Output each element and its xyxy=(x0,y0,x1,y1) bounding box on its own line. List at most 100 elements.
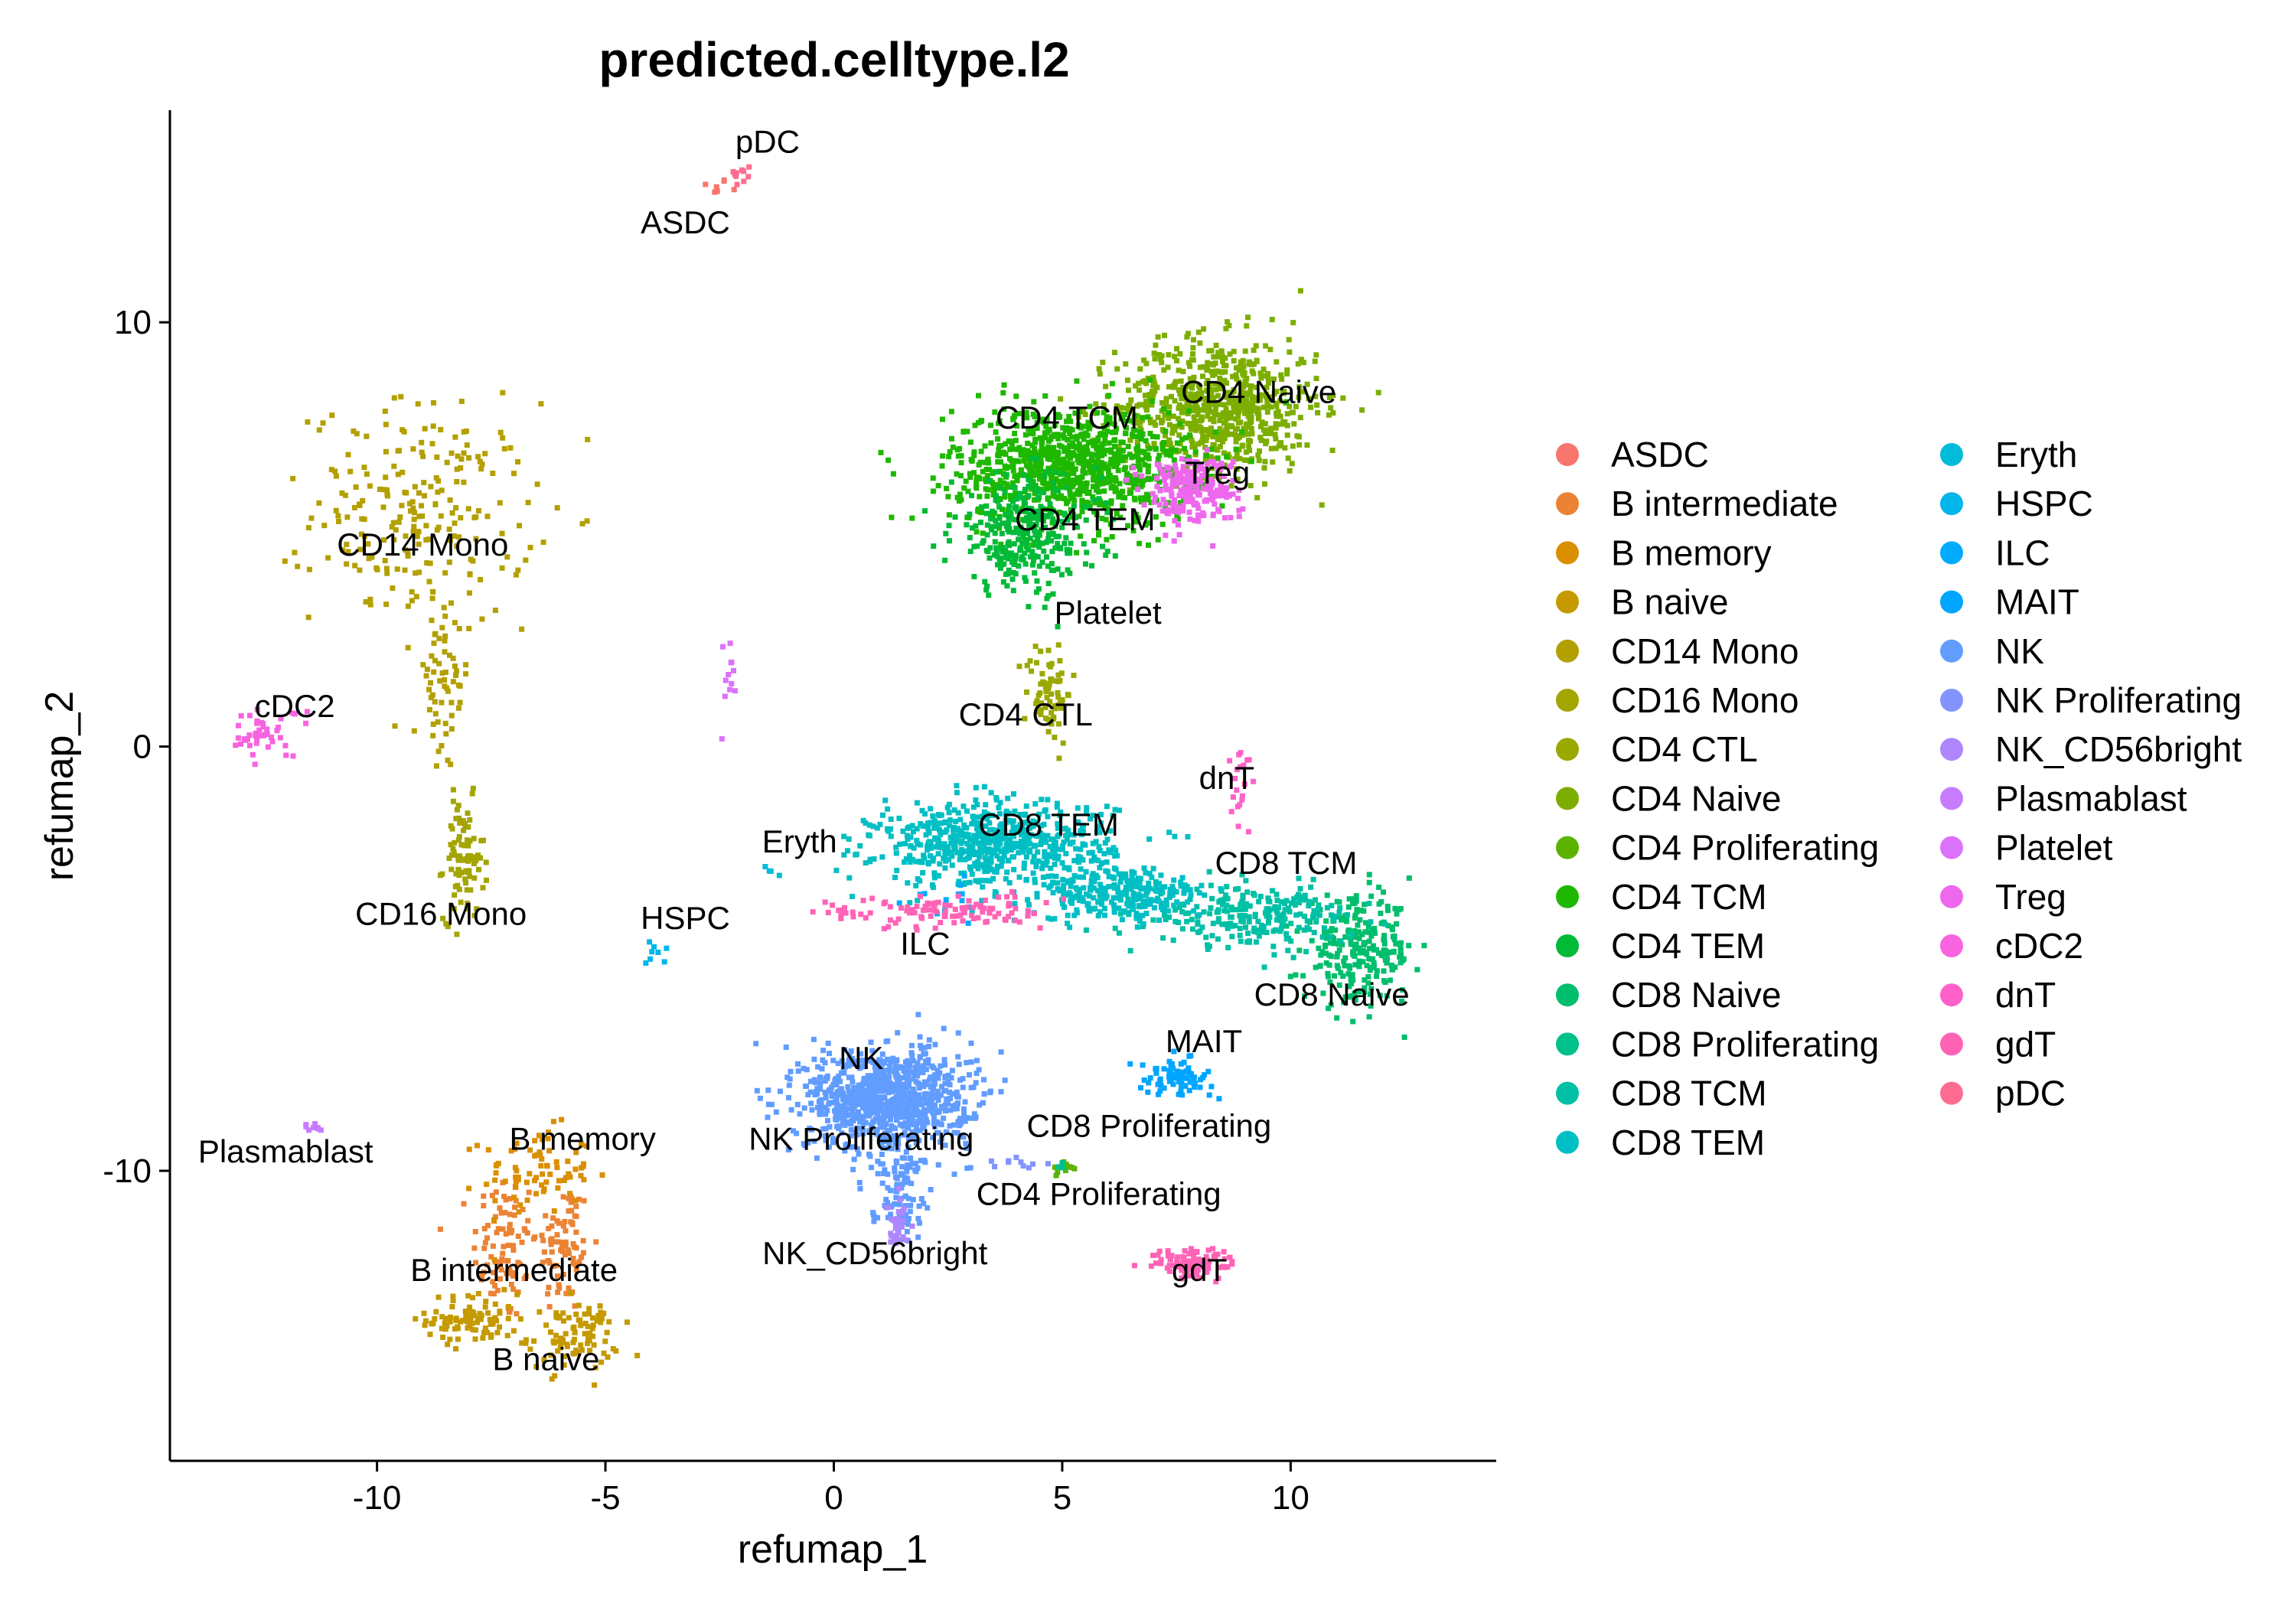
point-b-naive xyxy=(468,1309,475,1315)
point-cd4-naive xyxy=(1123,361,1129,367)
point-cd16-mono xyxy=(467,817,473,823)
point-cd4-tcm xyxy=(983,466,990,472)
point-cd14-mono xyxy=(365,541,371,547)
point-cd8-tcm xyxy=(1257,927,1263,933)
point-cd4-naive xyxy=(1202,457,1208,463)
point-cd4-tcm xyxy=(1041,448,1047,455)
point-asdc xyxy=(703,181,709,187)
point-ilc xyxy=(965,921,971,926)
point-cd4-tcm xyxy=(1146,463,1151,469)
point-cd8-tem xyxy=(1106,884,1112,890)
point-cd4-naive xyxy=(1185,383,1191,390)
point-cd8-tem xyxy=(1137,904,1143,910)
point-cd4-tem xyxy=(980,538,987,544)
point-cd8-tem xyxy=(1130,899,1136,905)
point-cd4-tcm xyxy=(1105,467,1111,473)
point-cd14-mono xyxy=(448,600,454,606)
point-mait xyxy=(1157,1078,1163,1084)
point-cd4-tcm xyxy=(1133,446,1140,452)
point-cd8-tem xyxy=(888,826,893,832)
point-cd4-naive xyxy=(1155,334,1161,340)
point-cd8-naive xyxy=(1323,918,1329,924)
point-cd4-naive xyxy=(1212,360,1218,366)
point-cd8-tcm xyxy=(1285,947,1291,953)
point-cd4-naive xyxy=(1284,411,1290,417)
point-b-naive xyxy=(465,1292,471,1299)
point-cd8-tem xyxy=(942,865,948,871)
point-cd8-tem xyxy=(1171,877,1177,883)
point-cd4-naive xyxy=(1134,403,1140,409)
point-cd4-ctl xyxy=(1056,721,1062,727)
point-cd8-tcm xyxy=(1225,925,1231,931)
point-b-intermediate xyxy=(481,1193,487,1199)
point-cd14-mono xyxy=(306,566,312,572)
point-cd4-naive xyxy=(1208,386,1214,393)
point-cd4-naive xyxy=(1186,360,1192,366)
point-cd8-naive xyxy=(1326,973,1332,980)
point-cd4-naive xyxy=(1204,434,1210,440)
point-cd4-ctl xyxy=(1040,679,1046,685)
point-cd8-tem xyxy=(936,840,942,846)
point-b-memory xyxy=(537,1152,543,1158)
point-cd8-tem xyxy=(951,846,957,852)
point-cd4-naive xyxy=(1199,390,1205,396)
point-cd14-mono xyxy=(450,655,456,661)
point-cd14-mono xyxy=(442,637,448,644)
point-nk xyxy=(931,1081,938,1087)
point-b-memory xyxy=(515,1174,521,1180)
point-cd8-tem xyxy=(1102,912,1107,918)
point-cd8-naive xyxy=(1381,889,1386,895)
point-b-intermediate xyxy=(501,1194,507,1199)
point-cd4-naive xyxy=(1223,406,1229,412)
point-cd4-tcm xyxy=(982,443,988,449)
point-nk xyxy=(876,1094,882,1100)
point-cd8-tcm xyxy=(1235,886,1241,892)
point-cd4-naive xyxy=(1114,403,1120,409)
point-cd4-tem xyxy=(1019,508,1025,514)
point-b-intermediate xyxy=(497,1205,503,1211)
point-cd16-mono xyxy=(478,855,484,861)
point-cd14-mono xyxy=(391,463,397,469)
point-cd8-tem xyxy=(969,847,975,853)
point-cd8-tcm xyxy=(1224,902,1230,908)
point-cd8-tem xyxy=(1164,901,1169,908)
point-cd8-tem xyxy=(968,836,974,843)
point-cd8-tem xyxy=(1044,858,1050,864)
point-b-naive xyxy=(551,1340,557,1346)
point-nk xyxy=(801,1105,807,1111)
point-cd4-naive xyxy=(1255,416,1261,422)
point-cd8-naive xyxy=(1421,943,1427,949)
point-nk xyxy=(830,1139,836,1146)
point-cd8-tem xyxy=(1099,889,1105,895)
point-nk xyxy=(861,1113,867,1120)
point-cd8-tem xyxy=(967,855,972,861)
point-ilc xyxy=(943,897,949,903)
point-cd4-tem xyxy=(922,508,928,514)
point-b-intermediate xyxy=(510,1286,517,1292)
point-b-intermediate xyxy=(502,1210,508,1216)
point-b-naive xyxy=(449,1304,455,1309)
point-cd8-naive xyxy=(1346,896,1352,902)
point-cd4-tcm xyxy=(977,509,983,515)
point-cd4-tem xyxy=(1026,493,1032,499)
point-mait xyxy=(1206,1092,1212,1098)
point-cd4-tcm xyxy=(996,496,1002,501)
point-b-intermediate xyxy=(573,1214,579,1219)
point-cd8-naive xyxy=(1400,987,1406,993)
point-cd16-mono xyxy=(440,915,446,921)
point-cd8-tem xyxy=(966,846,972,852)
point-cd4-tem xyxy=(1050,480,1056,486)
point-nk xyxy=(837,1088,843,1094)
point-cd4-tcm xyxy=(1042,393,1049,399)
point-cd8-tem xyxy=(1142,885,1147,892)
point-cd8-tcm xyxy=(1316,902,1322,908)
point-cd4-naive xyxy=(1188,398,1194,404)
point-cd4-naive xyxy=(1190,345,1196,350)
point-cd4-naive xyxy=(1264,371,1270,377)
point-cd8-tcm xyxy=(1208,882,1214,888)
point-nk xyxy=(974,1058,980,1064)
point-cd4-tem xyxy=(1032,484,1039,491)
point-cd4-tcm xyxy=(1085,440,1091,445)
point-cd8-tem xyxy=(1111,905,1117,911)
point-cd8-tem xyxy=(1106,849,1112,855)
